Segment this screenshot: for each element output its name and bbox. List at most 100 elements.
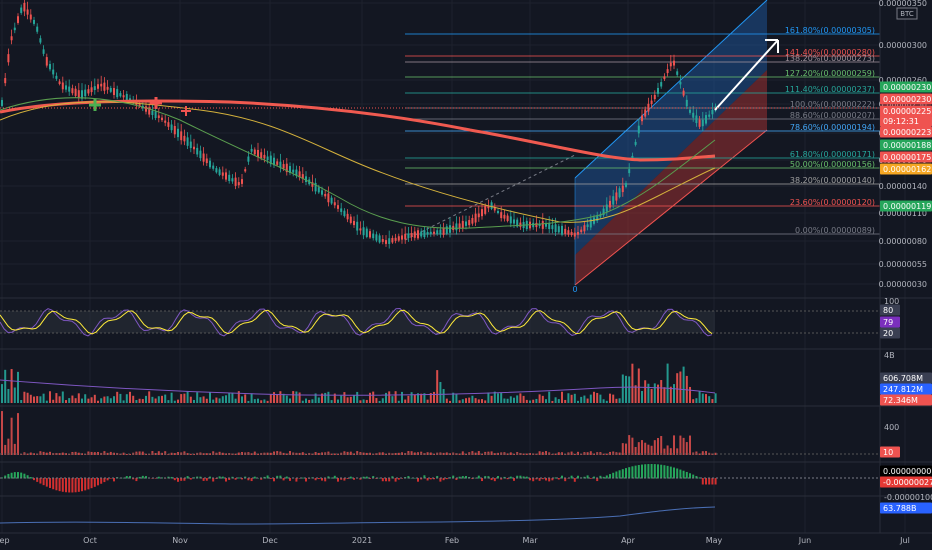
price-pill-label: 0.00000162	[883, 165, 931, 174]
volume-bar	[52, 399, 55, 403]
volume-bar	[10, 369, 13, 403]
volume-bar	[237, 391, 240, 403]
hist-bar	[429, 452, 432, 455]
volume-bar	[369, 392, 371, 403]
candle-body	[564, 228, 567, 234]
macd-bar	[477, 475, 480, 479]
candle-body	[442, 227, 445, 235]
candle-body	[669, 62, 672, 67]
hist-bar	[484, 451, 487, 455]
macd-bar	[557, 478, 560, 480]
candle-body	[420, 231, 423, 237]
macd-bar	[381, 478, 384, 482]
volume-bar	[519, 393, 522, 403]
candle-body	[353, 220, 355, 226]
candle-body	[77, 90, 80, 98]
price-pill-label: 0.00000230	[883, 83, 931, 92]
volume-bar	[388, 391, 391, 403]
hist-bar	[413, 452, 416, 455]
volume-bar	[113, 396, 115, 403]
volume-bar	[500, 392, 503, 403]
candle-body	[433, 231, 435, 234]
stoch-band	[0, 311, 715, 333]
hist-bar	[669, 448, 672, 455]
volume-bar	[618, 398, 621, 403]
volume-bar	[196, 392, 199, 403]
candle-body	[343, 210, 346, 217]
price-pill-label: 72.346M	[883, 396, 918, 405]
fib-level-label: 141.40%(0.00000280)	[785, 48, 875, 57]
volume-bar	[385, 392, 387, 403]
macd-bar	[541, 478, 544, 480]
volume-bar	[324, 392, 327, 403]
macd-bar	[618, 470, 621, 479]
hist-bar	[634, 446, 637, 455]
candle-body	[205, 158, 208, 164]
volume-bar	[535, 398, 538, 403]
hist-bar	[189, 453, 192, 455]
volume-bar	[711, 399, 714, 403]
candle-body	[586, 224, 589, 227]
candle-body	[122, 95, 125, 98]
hist-bar	[173, 453, 176, 455]
volume-bar	[183, 393, 186, 403]
fib-retracement[interactable]: 161.80%(0.00000305) 141.40%(0.00000280)13…	[405, 26, 880, 235]
macd-bar	[135, 478, 138, 482]
volume-bar	[298, 392, 301, 403]
volume-bar	[657, 384, 659, 403]
candle-body	[705, 115, 707, 124]
hist-bar	[282, 452, 285, 455]
volume-bar	[452, 392, 455, 403]
volume-bar	[333, 393, 336, 403]
macd-bar	[372, 476, 375, 479]
volume-bar	[129, 391, 131, 403]
macd-bar	[65, 478, 67, 493]
hist-bar	[407, 451, 410, 455]
macd-bar	[253, 476, 256, 479]
candle-body	[538, 223, 541, 227]
volume-bar	[493, 391, 496, 403]
hist-bar	[401, 452, 403, 455]
candle-body	[535, 222, 538, 228]
candle-body	[583, 225, 586, 232]
hist-bar	[660, 436, 663, 455]
volume-bar	[708, 396, 711, 403]
macd-bar	[285, 476, 288, 479]
candle-body	[458, 223, 461, 229]
candle-body	[81, 90, 83, 99]
macd-bar	[689, 473, 691, 479]
hist-bar	[49, 451, 51, 455]
volume-bar	[580, 396, 583, 403]
candle-body	[145, 106, 147, 112]
hist-bar	[97, 451, 99, 455]
macd-bar	[330, 477, 333, 479]
volume-bar	[426, 399, 429, 403]
macd-bar	[10, 472, 13, 479]
macd-bar	[225, 478, 227, 482]
macd-bar	[154, 478, 157, 479]
volume-bar	[87, 398, 90, 403]
volume-bar	[189, 396, 192, 403]
volume-bar	[378, 400, 381, 403]
volume-bar	[234, 398, 237, 403]
volume-bar	[497, 393, 499, 403]
candle-body	[685, 99, 688, 107]
volume-bar	[266, 400, 269, 403]
volume-bar	[612, 394, 615, 403]
symbol-badge[interactable]	[896, 7, 918, 20]
macd-bar	[237, 477, 240, 479]
volume-bar	[644, 380, 647, 403]
dashed-trend-line[interactable]	[404, 154, 576, 241]
macd-bar	[401, 478, 403, 479]
projection-arrow[interactable]	[714, 39, 779, 111]
candle-body	[170, 124, 173, 131]
candle-body	[653, 94, 656, 100]
macd-bar	[39, 478, 42, 484]
macd-bar	[445, 478, 448, 480]
hist-bar	[346, 451, 349, 455]
macd-bar	[365, 476, 368, 479]
hist-bar	[644, 442, 647, 455]
macd-bar	[551, 478, 554, 481]
volume-bar	[177, 399, 179, 403]
